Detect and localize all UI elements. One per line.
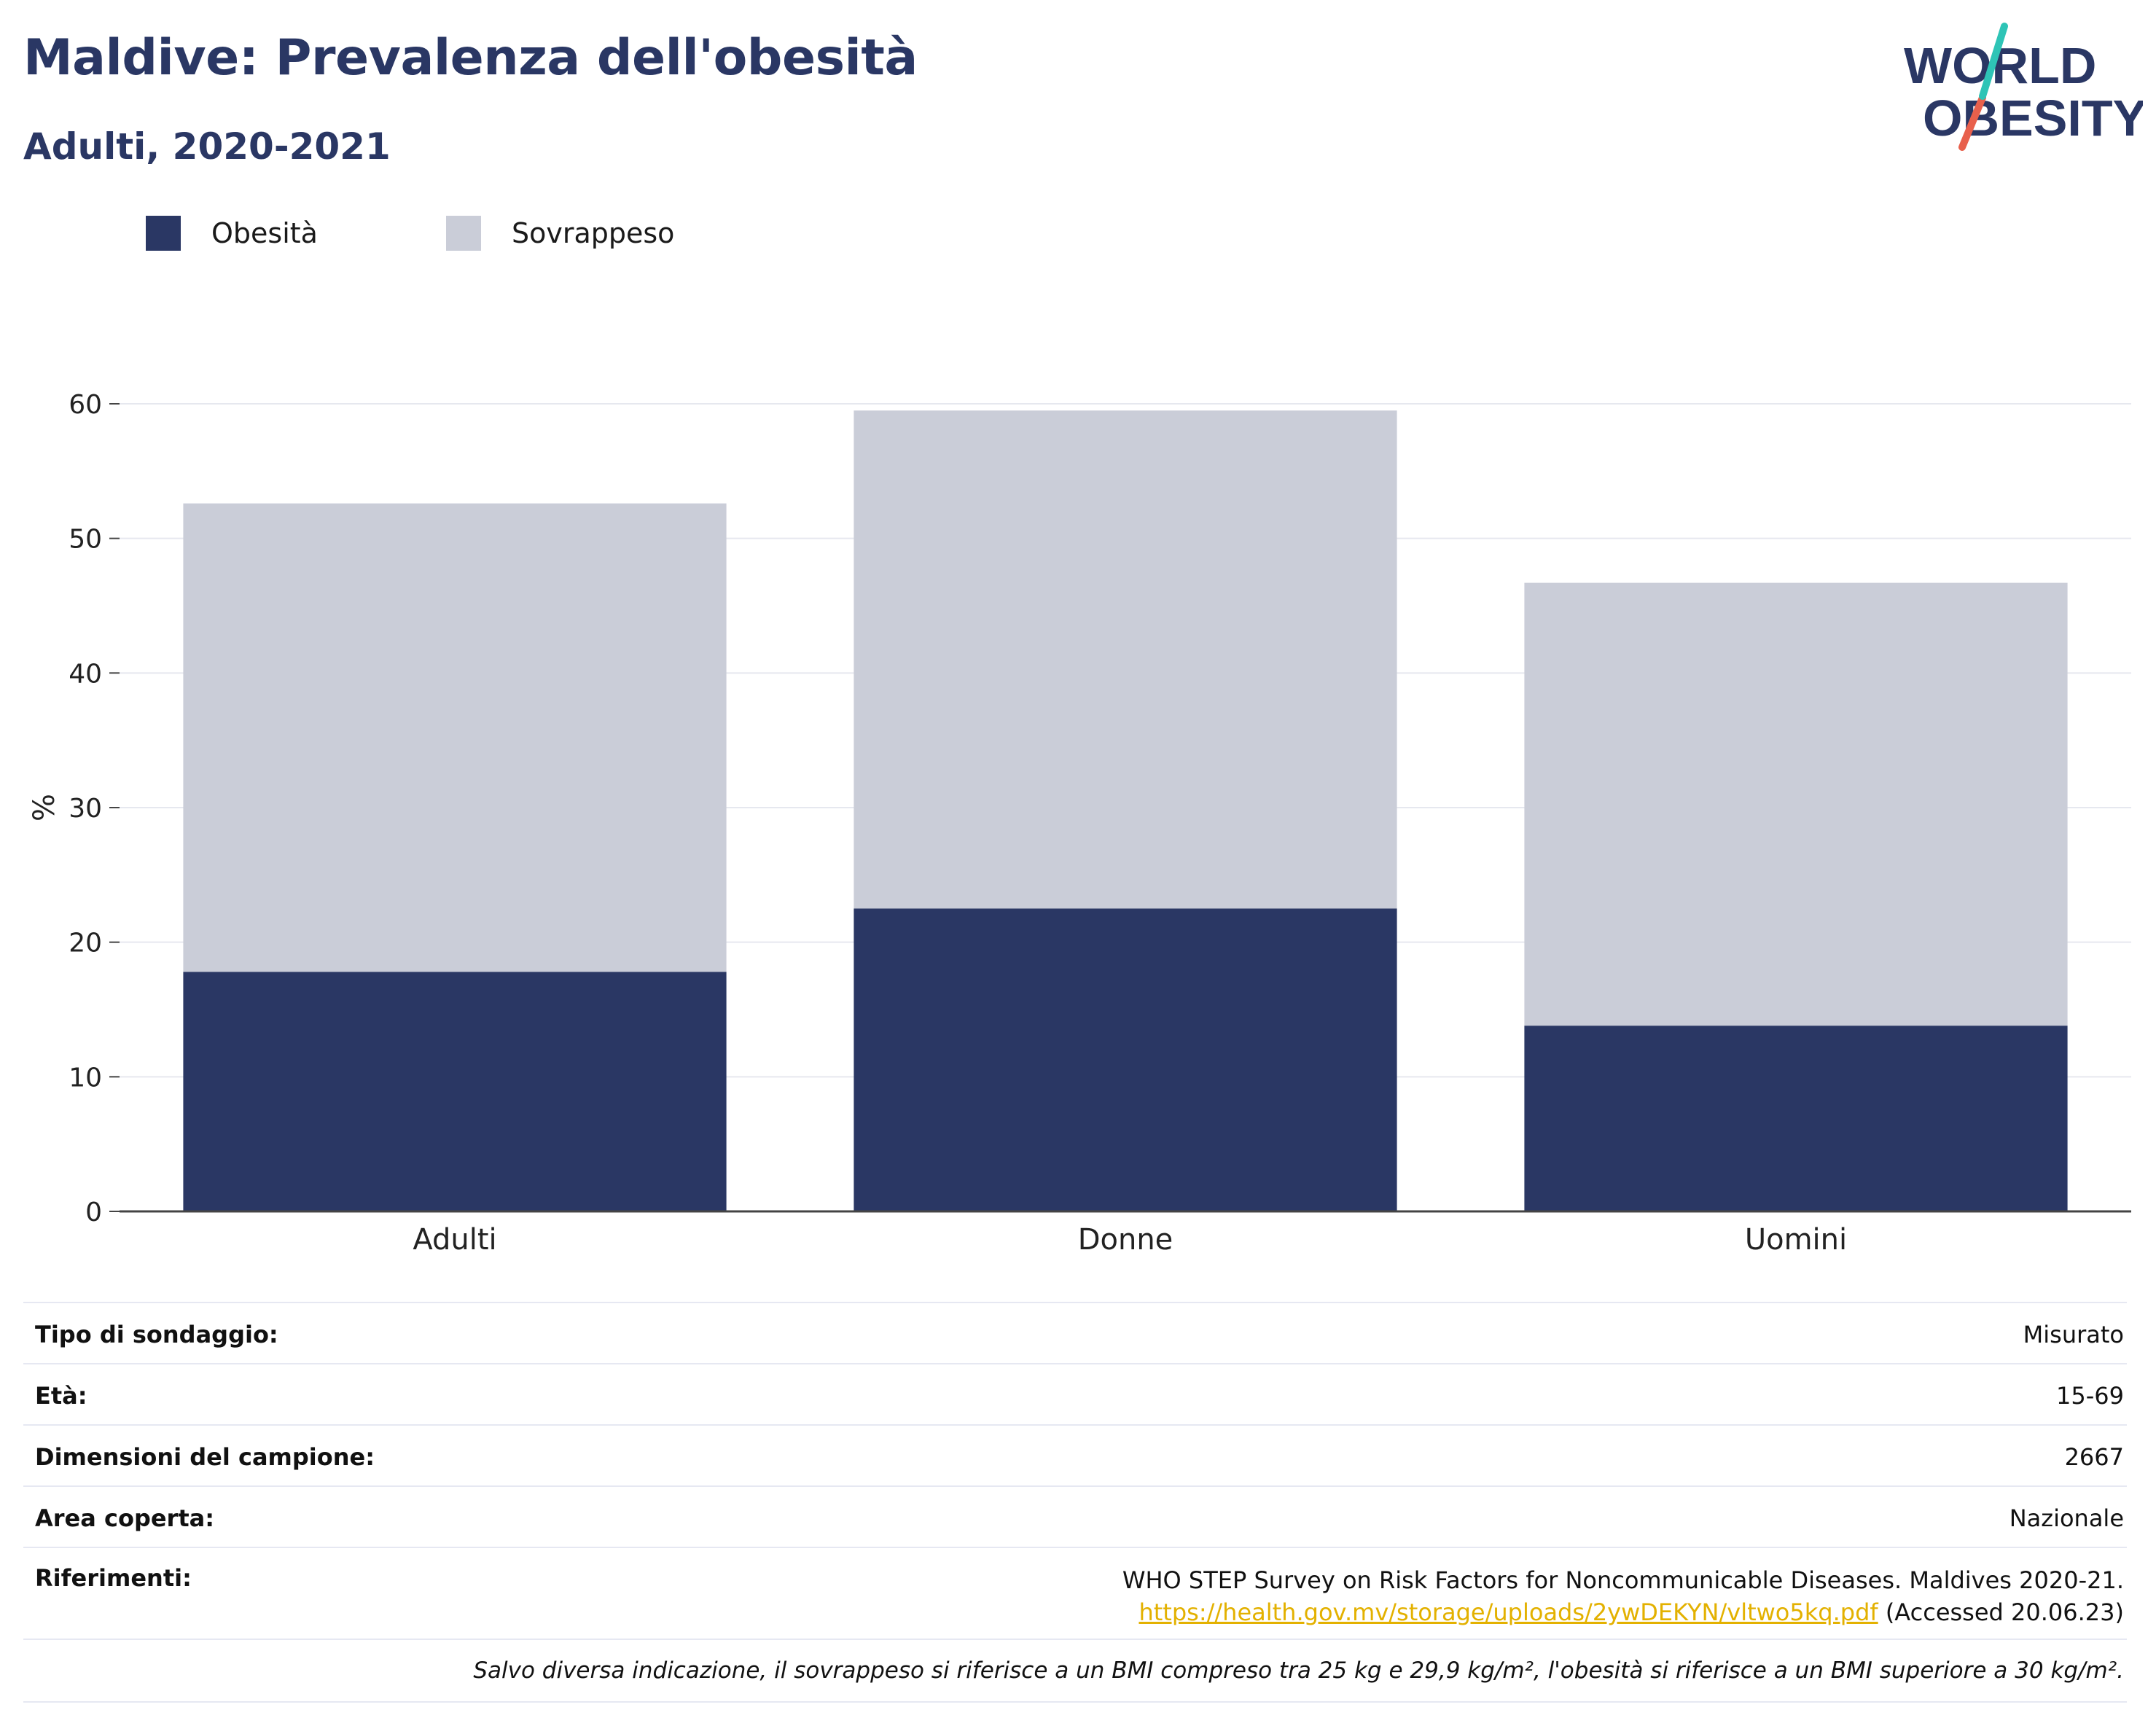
y-tick-label-60: 60 [69,390,102,420]
y-tick-label-40: 40 [69,659,102,689]
x-tick-label-donne: Donne [1078,1223,1173,1257]
info-value-references: WHO STEP Survey on Risk Factors for Nonc… [1122,1564,2124,1628]
info-row-sample-size: Dimensioni del campione: 2667 [23,1424,2127,1485]
info-value-sample-size: 2667 [2064,1443,2124,1471]
logo-slash-top [1979,23,2008,100]
logo-graphic: WORLD OBESITY [1904,23,2147,151]
reference-link[interactable]: https://health.gov.mv/storage/uploads/2y… [1138,1598,1878,1626]
info-row-note: Salvo diversa indicazione, il sovrappeso… [23,1639,2127,1703]
info-label-references: Riferimenti: [35,1564,192,1592]
reference-accessed: (Accessed 20.06.23) [1878,1598,2124,1626]
bar-adulti-obesity [183,972,727,1211]
bar-adulti-overweight [183,503,727,972]
x-tick-label-uomini: Uomini [1745,1223,1847,1257]
y-tick-label-50: 50 [69,525,102,555]
bar-donne-overweight [854,410,1397,909]
y-tick-label-0: 0 [85,1198,102,1227]
x-tick-label-adulti: Adulti [413,1223,496,1257]
bar-donne-obesity [854,908,1397,1211]
reference-citation: WHO STEP Survey on Risk Factors for Nonc… [1122,1566,2124,1594]
y-tick-label-20: 20 [69,929,102,958]
y-axis-label: % [28,794,61,821]
info-value-survey-type: Misurato [2023,1321,2124,1348]
bar-uomini-obesity [1524,1026,2068,1211]
info-row-area: Area coperta: Nazionale [23,1485,2127,1547]
reference-link-line: https://health.gov.mv/storage/uploads/2y… [1122,1596,2124,1628]
logo-slash-bottom [1958,94,1986,151]
legend-label-obesity: Obesità [211,217,318,249]
info-label-age: Età: [35,1382,87,1410]
info-row-references: Riferimenti: WHO STEP Survey on Risk Fac… [23,1547,2127,1639]
bar-uomini-overweight [1524,582,2068,1026]
info-row-survey-type: Tipo di sondaggio: Misurato [23,1302,2127,1363]
survey-info-table: Tipo di sondaggio: Misurato Età: 15-69 D… [23,1302,2127,1703]
legend-item-obesity: Obesità [146,216,318,251]
info-label-sample-size: Dimensioni del campione: [35,1443,375,1471]
y-tick-label-10: 10 [69,1063,102,1093]
info-value-area: Nazionale [2009,1504,2124,1532]
legend-label-overweight: Sovrappeso [512,217,675,249]
info-label-area: Area coperta: [35,1504,215,1532]
page-subtitle: Adulti, 2020-2021 [23,125,391,168]
world-obesity-logo: WORLD OBESITY [1902,20,2147,152]
info-label-survey-type: Tipo di sondaggio: [35,1321,278,1348]
bar-chart: 0 10 20 30 40 50 60% Adulti Donne Uomini [28,390,2131,1257]
legend-item-overweight: Sovrappeso [446,216,674,251]
legend-swatch-obesity [146,216,181,251]
y-tick-label-30: 30 [69,794,102,824]
info-value-age: 15-69 [2056,1382,2124,1410]
page-title: Maldive: Prevalenza dell'obesità [23,29,918,87]
legend-swatch-overweight [446,216,481,251]
bmi-definition-note: Salvo diversa indicazione, il sovrappeso… [473,1657,2124,1684]
info-row-age: Età: 15-69 [23,1363,2127,1424]
logo-line2: OBESITY [1923,90,2143,147]
